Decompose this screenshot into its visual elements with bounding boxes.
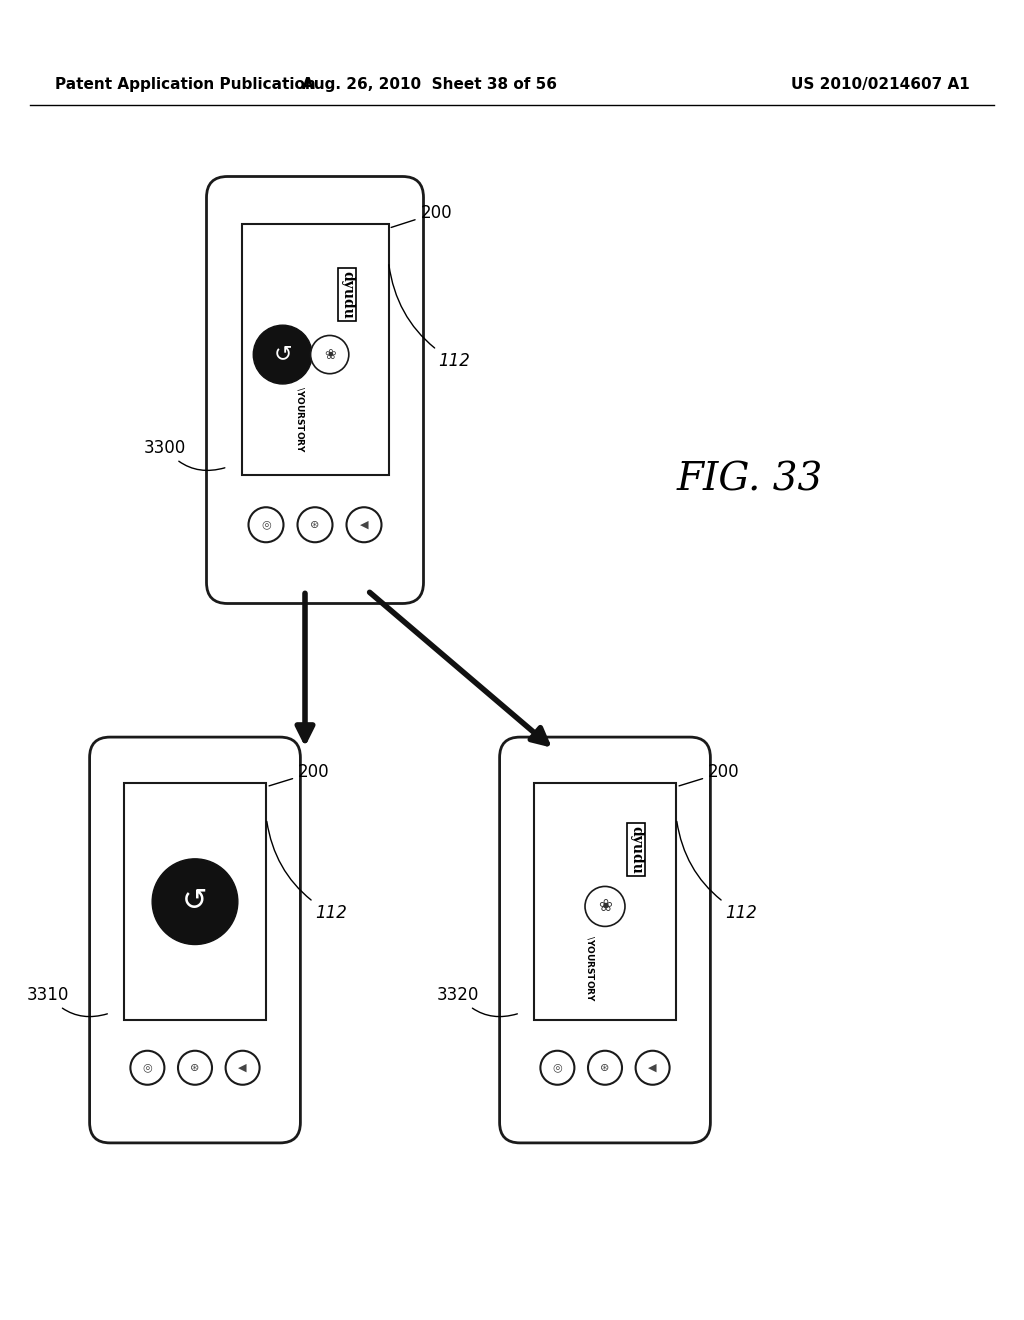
Bar xyxy=(534,783,677,1020)
Text: ❀: ❀ xyxy=(324,347,336,362)
Text: $\backslash$YOURSTORY: $\backslash$YOURSTORY xyxy=(586,935,596,1002)
Bar xyxy=(124,783,266,1020)
Text: ↺: ↺ xyxy=(273,345,292,364)
Text: 200: 200 xyxy=(269,763,330,785)
Text: ⊛: ⊛ xyxy=(600,1063,609,1073)
Circle shape xyxy=(225,1051,260,1085)
Text: ◀: ◀ xyxy=(648,1063,656,1073)
Circle shape xyxy=(249,507,284,543)
Text: 112: 112 xyxy=(677,821,758,923)
Circle shape xyxy=(153,859,238,945)
Circle shape xyxy=(585,887,625,927)
Circle shape xyxy=(298,507,333,543)
Text: 200: 200 xyxy=(679,763,739,785)
FancyBboxPatch shape xyxy=(500,737,711,1143)
Text: ⊛: ⊛ xyxy=(190,1063,200,1073)
Text: ⊛: ⊛ xyxy=(310,520,319,529)
Text: 112: 112 xyxy=(389,265,470,371)
Text: US 2010/0214607 A1: US 2010/0214607 A1 xyxy=(792,78,970,92)
Text: 3300: 3300 xyxy=(144,438,225,470)
Text: dyudu: dyudu xyxy=(340,271,354,318)
Text: Aug. 26, 2010  Sheet 38 of 56: Aug. 26, 2010 Sheet 38 of 56 xyxy=(302,78,557,92)
Text: ◎: ◎ xyxy=(261,520,271,529)
Bar xyxy=(242,224,388,475)
FancyBboxPatch shape xyxy=(207,177,424,603)
Text: dyudu: dyudu xyxy=(630,825,643,874)
Text: $\backslash$YOURSTORY: $\backslash$YOURSTORY xyxy=(295,385,306,453)
Text: 200: 200 xyxy=(391,203,453,227)
Circle shape xyxy=(346,507,382,543)
Text: ↺: ↺ xyxy=(182,887,208,916)
Text: Patent Application Publication: Patent Application Publication xyxy=(55,78,315,92)
Circle shape xyxy=(130,1051,165,1085)
Text: FIG. 33: FIG. 33 xyxy=(677,462,823,499)
Text: ◎: ◎ xyxy=(142,1063,153,1073)
Text: ◀: ◀ xyxy=(359,520,369,529)
Text: ❀: ❀ xyxy=(598,898,612,916)
Text: 3310: 3310 xyxy=(27,986,108,1016)
Text: ◀: ◀ xyxy=(239,1063,247,1073)
Text: 112: 112 xyxy=(267,821,347,923)
Circle shape xyxy=(310,335,349,374)
Text: ◎: ◎ xyxy=(553,1063,562,1073)
Circle shape xyxy=(541,1051,574,1085)
Circle shape xyxy=(253,325,312,384)
Circle shape xyxy=(588,1051,622,1085)
FancyBboxPatch shape xyxy=(90,737,300,1143)
Circle shape xyxy=(636,1051,670,1085)
Circle shape xyxy=(178,1051,212,1085)
Text: 3320: 3320 xyxy=(437,986,517,1016)
